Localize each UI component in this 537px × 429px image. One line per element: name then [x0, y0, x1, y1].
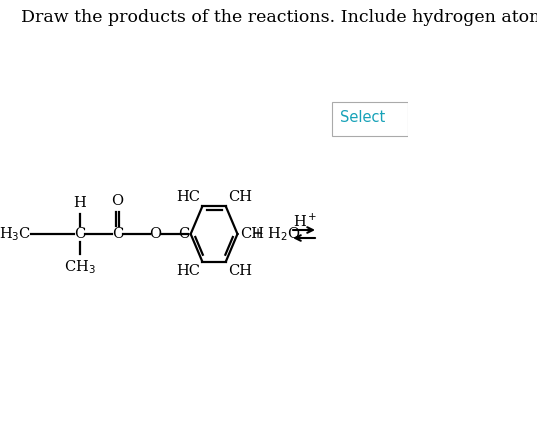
- Text: H$_3$C: H$_3$C: [0, 225, 31, 243]
- Text: CH$_3$: CH$_3$: [64, 258, 96, 276]
- Text: Select: Select: [340, 111, 385, 126]
- Text: C: C: [178, 227, 189, 241]
- Text: O: O: [149, 227, 162, 241]
- FancyBboxPatch shape: [332, 102, 408, 136]
- Text: C: C: [112, 227, 123, 241]
- Text: C: C: [74, 227, 85, 241]
- Text: O: O: [112, 194, 124, 208]
- Text: CH: CH: [240, 227, 264, 241]
- Text: CH: CH: [228, 190, 252, 204]
- Text: H$^+$: H$^+$: [293, 212, 318, 230]
- Text: Draw the products of the reactions. Include hydrogen atoms.: Draw the products of the reactions. Incl…: [21, 9, 537, 26]
- Text: H: H: [73, 196, 86, 210]
- Text: HC: HC: [176, 264, 200, 278]
- Text: + H$_2$O: + H$_2$O: [251, 225, 301, 243]
- Text: CH: CH: [228, 264, 252, 278]
- Text: HC: HC: [176, 190, 200, 204]
